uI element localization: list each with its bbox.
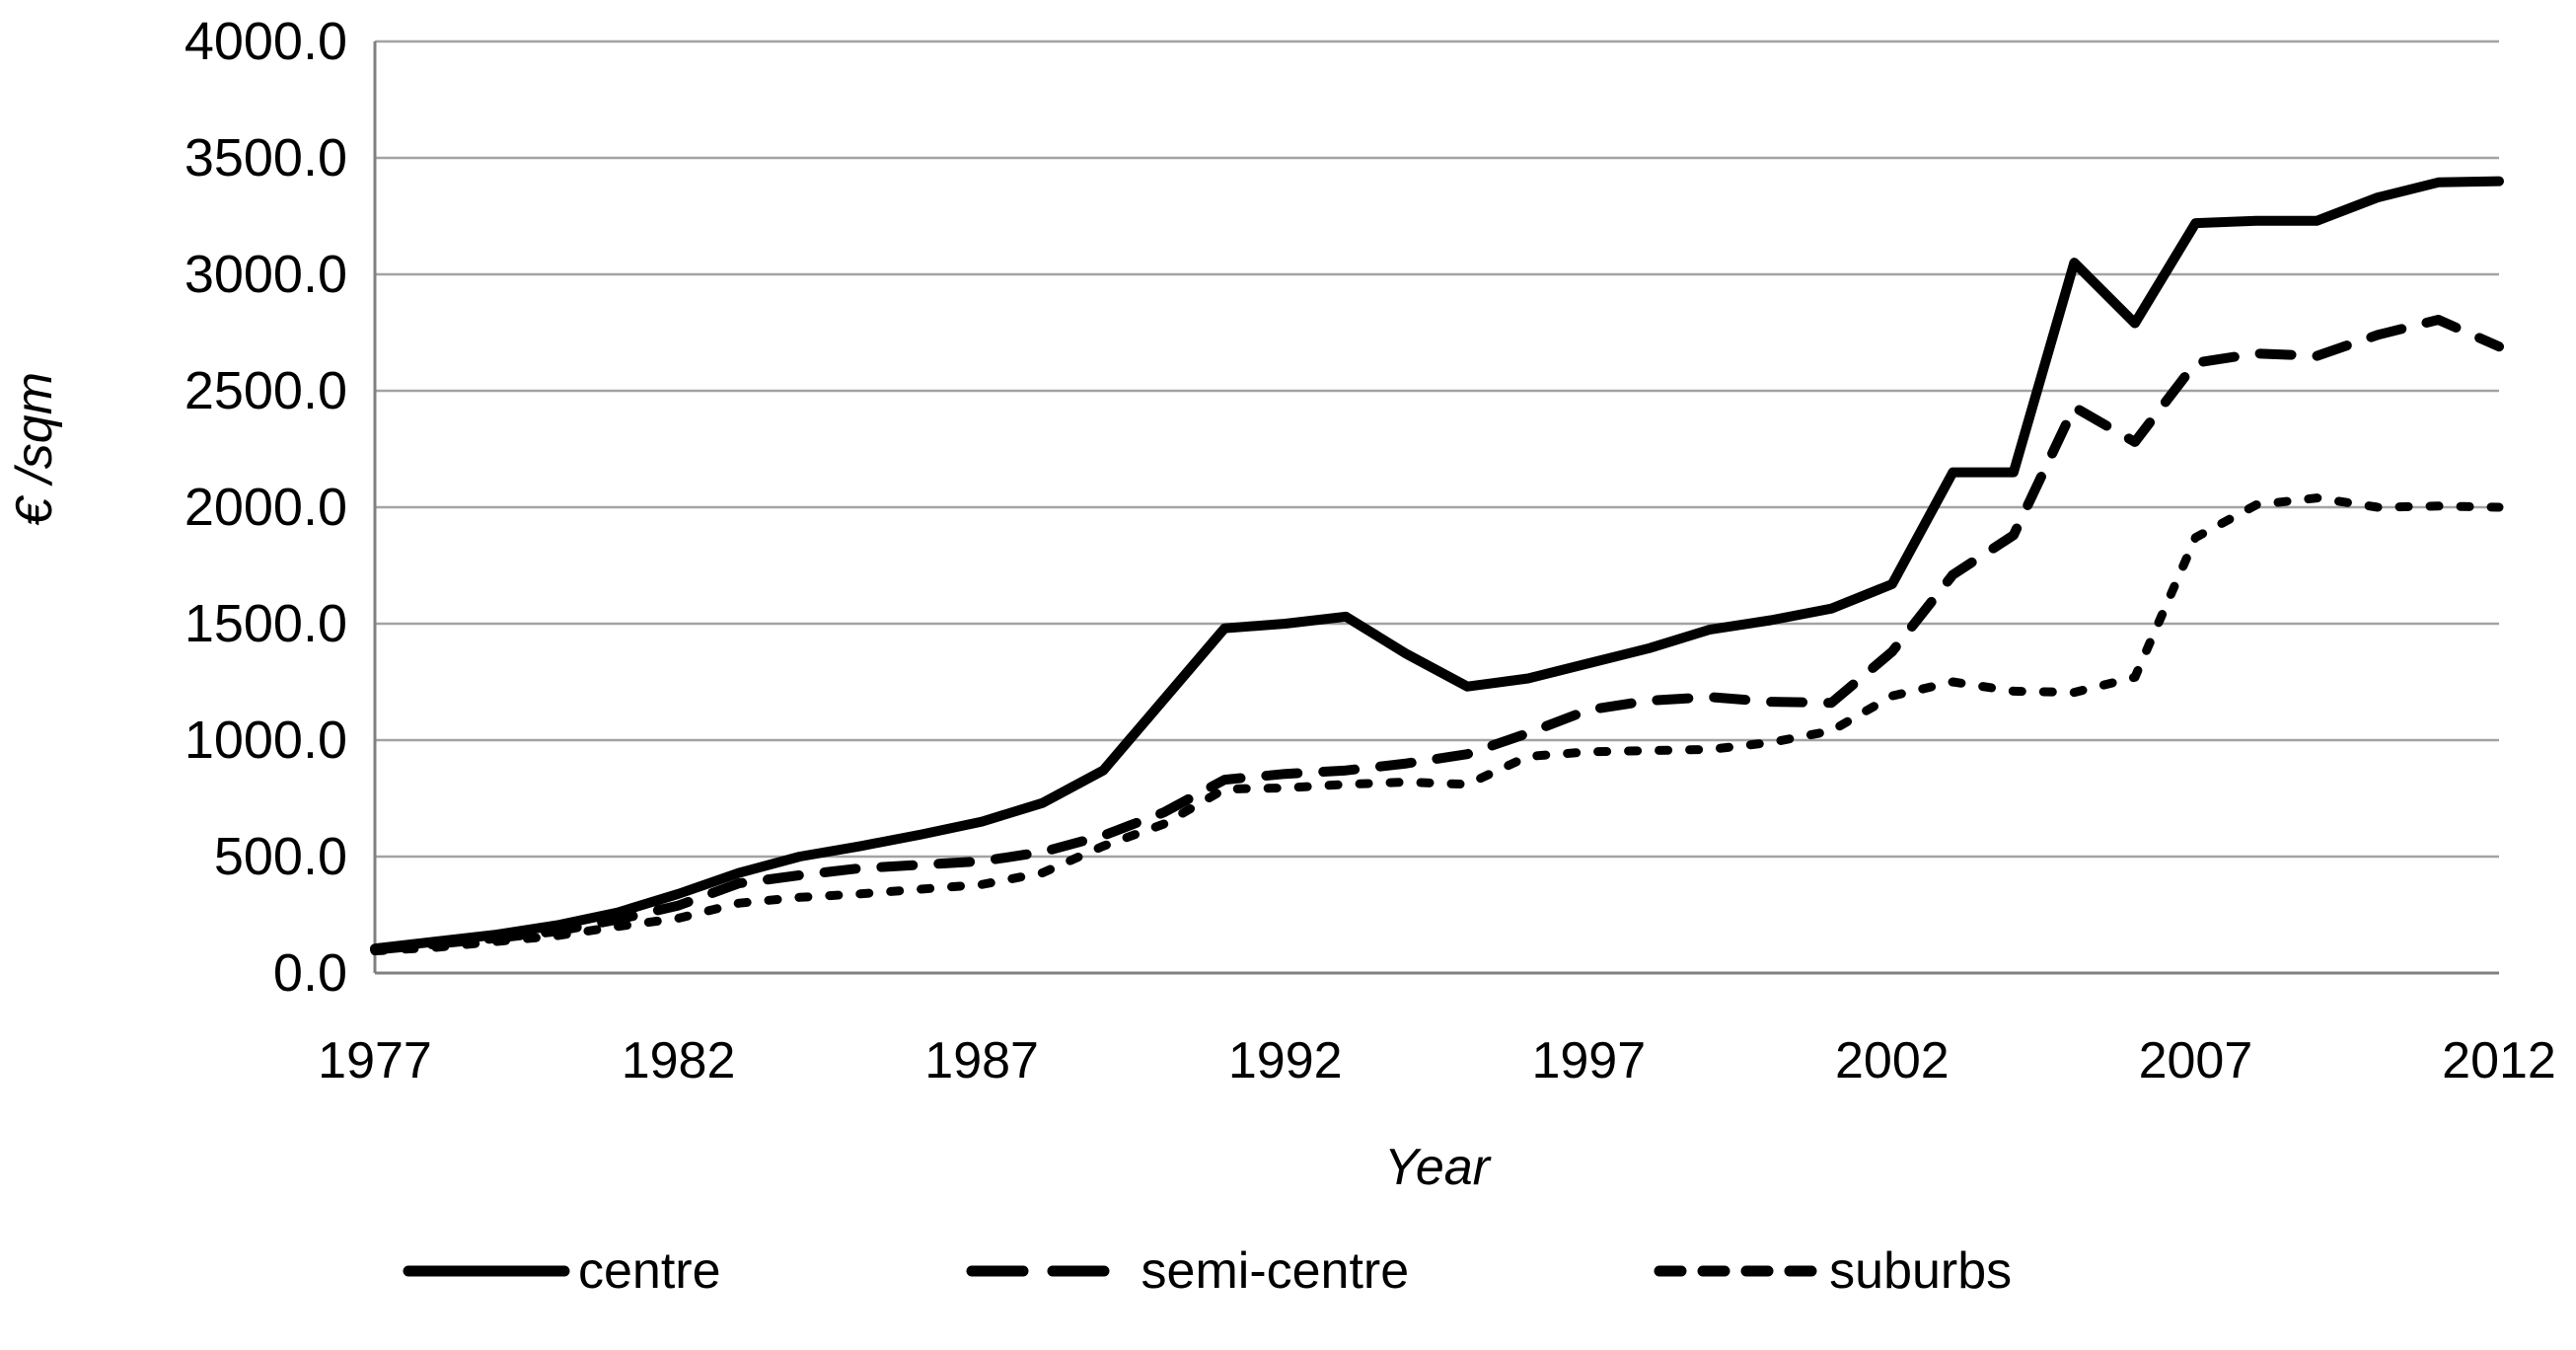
legend-item-suburbs: suburbs bbox=[1654, 1245, 2012, 1297]
y-tick-label: 1500.0 bbox=[184, 594, 347, 653]
legend-item-semi-centre: semi-centre bbox=[966, 1242, 1410, 1300]
legend-label-suburbs: suburbs bbox=[1829, 1242, 2013, 1300]
series-line-centre bbox=[370, 176, 2504, 954]
y-tick-label: 0.0 bbox=[273, 943, 347, 1003]
x-tick-label: 1987 bbox=[924, 1032, 1039, 1089]
y-tick-label: 1000.0 bbox=[184, 711, 347, 770]
x-tick-label: 1997 bbox=[1531, 1032, 1646, 1089]
legend-label-centre: centre bbox=[578, 1242, 721, 1300]
x-tick-label: 2007 bbox=[2139, 1032, 2253, 1089]
y-axis-title: € /sqm bbox=[6, 372, 63, 526]
legend-swatch-short-dash-icon bbox=[1654, 1265, 1821, 1277]
series-line-suburbs bbox=[370, 493, 2504, 956]
x-tick-label: 1977 bbox=[318, 1032, 432, 1089]
y-tick-labels: 0.0 500.0 1000.0 1500.0 2000.0 2500.0 3000.0 35… bbox=[184, 12, 347, 1003]
x-tick-label: 2012 bbox=[2442, 1032, 2556, 1089]
gridlines bbox=[375, 39, 2499, 859]
x-axis-title: Year bbox=[1384, 1139, 1493, 1196]
x-tick-label: 1992 bbox=[1228, 1032, 1343, 1089]
x-tick-label: 1982 bbox=[622, 1032, 736, 1089]
chart-legend: centre semi-centre suburbs bbox=[0, 1245, 2576, 1297]
legend-swatch-solid-icon bbox=[403, 1265, 570, 1277]
x-tick-labels: 1977 1982 1987 1992 1997 2002 2007 2012 bbox=[318, 1032, 2556, 1089]
y-tick-label: 4000.0 bbox=[184, 12, 347, 71]
y-tick-label: 2500.0 bbox=[184, 361, 347, 420]
y-tick-label: 2000.0 bbox=[184, 478, 347, 537]
y-tick-label: 3000.0 bbox=[184, 245, 347, 304]
series-line-semi-centre bbox=[370, 315, 2504, 955]
y-tick-label: 500.0 bbox=[214, 827, 347, 886]
y-tick-label: 3500.0 bbox=[184, 128, 347, 188]
legend-item-centre: centre bbox=[403, 1245, 721, 1297]
x-tick-label: 2002 bbox=[1835, 1032, 1950, 1089]
legend-swatch-long-dash-icon bbox=[966, 1265, 1134, 1277]
legend-label-semi-centre: semi-centre bbox=[1141, 1242, 1410, 1300]
